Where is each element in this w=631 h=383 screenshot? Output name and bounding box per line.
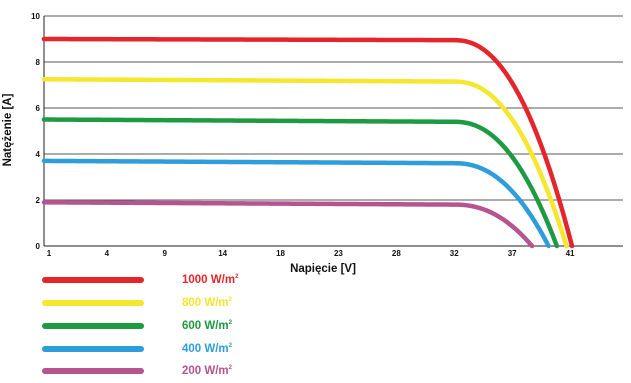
- legend-label: 200 W/m2: [182, 365, 232, 377]
- x-tick-label: 28: [392, 249, 401, 258]
- y-tick-label: 8: [36, 58, 41, 67]
- y-tick-label: 0: [36, 242, 41, 251]
- y-tick-label: 4: [36, 150, 41, 159]
- x-tick-label: 23: [334, 249, 343, 258]
- legend-label-superscript: 2: [229, 320, 232, 326]
- legend-label-superscript: 2: [229, 343, 232, 349]
- data-series: [44, 39, 572, 246]
- y-tick-label: 6: [36, 104, 41, 113]
- legend-swatch: [42, 323, 144, 329]
- legend-label-text: 1000 W/m: [182, 274, 235, 286]
- legend-label-text: 200 W/m: [182, 365, 229, 377]
- legend-swatch: [42, 277, 144, 283]
- legend-item: 600 W/m2: [42, 315, 302, 338]
- x-tick-label: 14: [218, 249, 227, 258]
- legend-label-superscript: 2: [229, 365, 232, 371]
- legend-label: 600 W/m2: [182, 320, 232, 332]
- series-line-5: [44, 202, 532, 246]
- x-tick-label: 9: [163, 249, 168, 258]
- y-tick-label: 2: [36, 196, 41, 205]
- legend-label-text: 400 W/m: [182, 343, 229, 355]
- legend-label-text: 800 W/m: [182, 297, 229, 309]
- y-tick-label: 10: [31, 12, 40, 21]
- legend-label-superscript: 2: [235, 274, 238, 280]
- legend-swatch: [42, 346, 144, 352]
- legend-label: 1000 W/m2: [182, 274, 238, 286]
- y-axis-label: Natężenie [A]: [2, 93, 14, 166]
- x-tick-label: 4: [105, 249, 110, 258]
- chart-legend: 1000 W/m2 800 W/m2 600 W/m2 400 W/m2 200 W/m…: [42, 269, 302, 383]
- x-tick-label: 1: [47, 249, 52, 258]
- legend-item: 200 W/m2: [42, 360, 302, 383]
- x-tick-label: 18: [276, 249, 285, 258]
- legend-label-text: 600 W/m: [182, 320, 229, 332]
- legend-label: 800 W/m2: [182, 297, 232, 309]
- x-tick-label: 41: [566, 249, 575, 258]
- x-tick-label: 32: [450, 249, 459, 258]
- grid-lines: [44, 16, 623, 200]
- legend-item: 400 W/m2: [42, 337, 302, 360]
- x-tick-label: 37: [508, 249, 517, 258]
- legend-swatch: [42, 368, 144, 374]
- legend-swatch: [42, 300, 144, 306]
- series-line-3: [44, 120, 557, 247]
- legend-item: 1000 W/m2: [42, 269, 302, 292]
- legend-label-superscript: 2: [229, 297, 232, 303]
- legend-item: 800 W/m2: [42, 292, 302, 315]
- legend-label: 400 W/m2: [182, 343, 232, 355]
